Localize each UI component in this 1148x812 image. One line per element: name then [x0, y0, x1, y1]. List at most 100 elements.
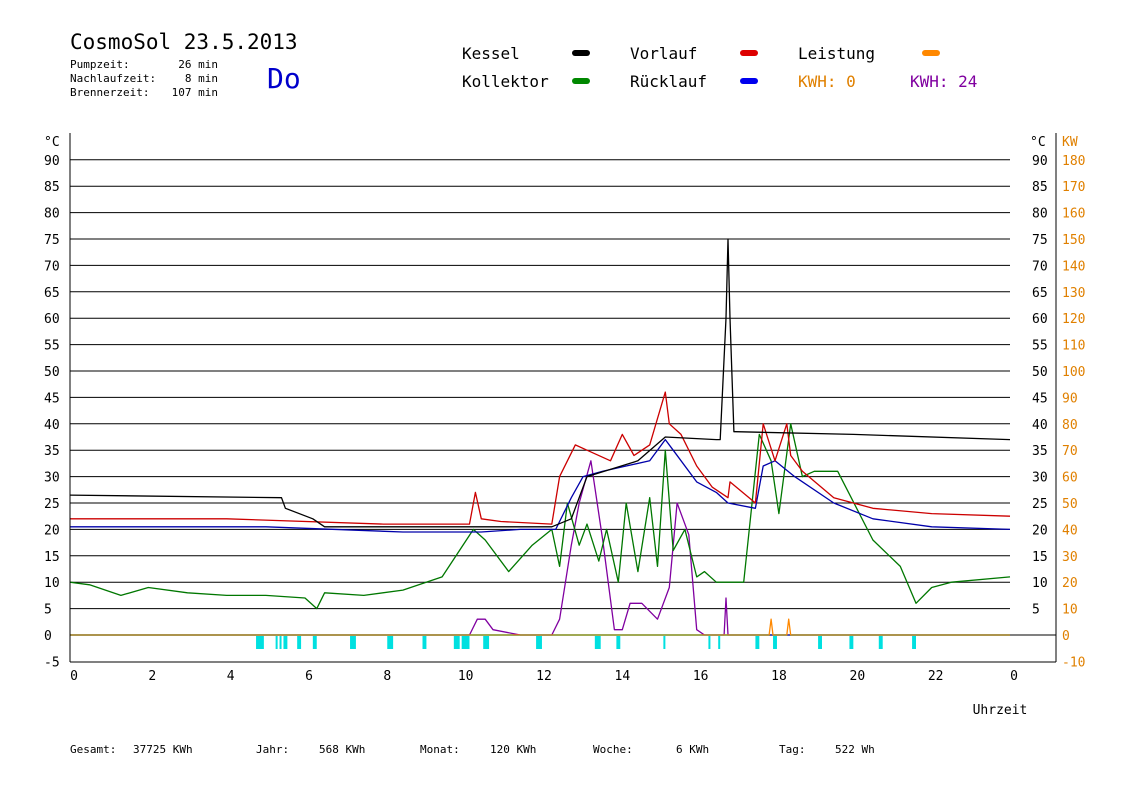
footer-tag-value: 522 Wh — [835, 743, 875, 756]
footer-woche-label: Woche: — [593, 743, 633, 756]
y-tick-right-kw-150: 150 — [1062, 233, 1085, 248]
footer-jahr-label: Jahr: — [256, 743, 290, 756]
series-vorlauf — [70, 391, 1011, 525]
y-tick-left-70: 70 — [44, 259, 60, 274]
y-tick-right-c-70: 70 — [1032, 259, 1048, 274]
pump-marker-2 — [279, 635, 282, 649]
y-tick-right-kw-80: 80 — [1062, 418, 1078, 433]
x-tick-3: 6 — [305, 669, 313, 684]
y-tick-right-kw-30: 30 — [1062, 550, 1078, 565]
pump-marker-0 — [256, 635, 264, 649]
y-tick-right-c-25: 25 — [1032, 497, 1048, 512]
nachlaufzeit-label: Nachlaufzeit: — [70, 72, 157, 85]
y-tick-right-c-15: 15 — [1032, 550, 1048, 565]
y-tick-left-10: 10 — [44, 576, 60, 591]
y-tick-right-c-80: 80 — [1032, 207, 1048, 222]
pump-marker-5 — [312, 635, 317, 649]
pumpzeit-label: Pumpzeit: — [70, 58, 130, 71]
y-axis-label-right-kw: KW — [1062, 135, 1078, 150]
y-tick-right-c-20: 20 — [1032, 523, 1048, 538]
y-tick-right-kw-130: 130 — [1062, 286, 1085, 301]
legend-vorlauf-swatch — [740, 50, 758, 56]
x-tick-10: 20 — [850, 669, 866, 684]
y-tick-right-c-45: 45 — [1032, 391, 1048, 406]
footer-monat-value: 120 KWh — [490, 743, 537, 756]
y-tick-left-35: 35 — [44, 444, 60, 459]
weekday-label: Do — [267, 62, 301, 95]
y-tick-left-40: 40 — [44, 418, 60, 433]
y-tick-right-c-40: 40 — [1032, 418, 1048, 433]
y-tick-left-50: 50 — [44, 365, 60, 380]
y-tick-right-kw-20: 20 — [1062, 576, 1078, 591]
y-tick-right-kw-50: 50 — [1062, 497, 1078, 512]
y-axis-label-left: °C — [44, 135, 60, 150]
pump-marker-9 — [453, 635, 460, 649]
legend-kessel-label: Kessel — [462, 44, 520, 63]
x-tick-2: 4 — [227, 669, 235, 684]
y-tick-right-c-5: 5 — [1032, 603, 1040, 618]
y-tick-left-5: 5 — [44, 603, 52, 618]
y-tick-right-kw-0: 0 — [1062, 629, 1070, 644]
y-tick-right-kw-140: 140 — [1062, 259, 1085, 274]
footer-jahr-value: 568 KWh — [319, 743, 366, 756]
pump-marker-15 — [663, 635, 666, 649]
footer-gesamt-label: Gesamt: — [70, 743, 117, 756]
x-tick-7: 14 — [615, 669, 631, 684]
footer-tag-label: Tag: — [779, 743, 806, 756]
pump-marker-4 — [297, 635, 302, 649]
chart-title: CosmoSol 23.5.2013 — [70, 30, 298, 54]
y-tick-left-30: 30 — [44, 471, 60, 486]
y-tick-left-15: 15 — [44, 550, 60, 565]
y-tick-left-85: 85 — [44, 180, 60, 195]
y-tick-left-25: 25 — [44, 497, 60, 512]
y-tick-right-c-50: 50 — [1032, 365, 1048, 380]
series-kessel — [69, 238, 1011, 528]
x-tick-11: 22 — [928, 669, 944, 684]
legend-leistung-label: Leistung — [798, 44, 876, 63]
y-tick-left-0: 0 — [44, 629, 52, 644]
pump-marker-16 — [708, 635, 711, 649]
pump-marker-7 — [387, 635, 394, 649]
x-tick-9: 18 — [771, 669, 787, 684]
pump-marker-17 — [718, 635, 721, 649]
pump-marker-13 — [594, 635, 601, 649]
y-tick-right-c-10: 10 — [1032, 576, 1048, 591]
footer-gesamt-value: 37725 KWh — [133, 743, 193, 756]
brennerzeit-value: 107 min — [171, 86, 218, 99]
y-tick-right-kw-10: 10 — [1062, 603, 1078, 618]
y-tick-right-kw-120: 120 — [1062, 312, 1085, 327]
y-tick-left-90: 90 — [44, 154, 60, 169]
pump-marker-20 — [818, 635, 822, 649]
x-tick-4: 8 — [383, 669, 391, 684]
pump-marker-14 — [616, 635, 621, 649]
legend-kessel-swatch — [572, 50, 590, 56]
y-tick-left--5: -5 — [44, 655, 60, 670]
y-tick-right-c-85: 85 — [1032, 180, 1048, 195]
pump-marker-6 — [350, 635, 356, 649]
y-tick-left-55: 55 — [44, 339, 60, 354]
y-tick-right-kw--10: -10 — [1062, 655, 1085, 670]
y-tick-left-80: 80 — [44, 207, 60, 222]
y-tick-left-20: 20 — [44, 523, 60, 538]
y-tick-right-c-60: 60 — [1032, 312, 1048, 327]
legend-kollektor-label: Kollektor — [462, 72, 549, 91]
footer-woche-value: 6 KWh — [676, 743, 710, 756]
x-tick-0: 0 — [70, 669, 78, 684]
pump-marker-3 — [283, 635, 288, 649]
pump-marker-10 — [461, 635, 470, 649]
legend-kwh-purple: KWH: 24 — [910, 72, 978, 91]
legend-vorlauf-label: Vorlauf — [630, 44, 698, 63]
y-tick-left-45: 45 — [44, 391, 60, 406]
y-axis-label-right-celsius: °C — [1030, 135, 1046, 150]
y-tick-right-kw-90: 90 — [1062, 391, 1078, 406]
y-tick-left-60: 60 — [44, 312, 60, 327]
legend-kollektor-swatch — [572, 78, 590, 84]
y-tick-left-65: 65 — [44, 286, 60, 301]
y-tick-right-c-65: 65 — [1032, 286, 1048, 301]
series-leistung — [70, 618, 1010, 636]
pumpzeit-value: 26 min — [178, 58, 218, 71]
y-tick-right-kw-110: 110 — [1062, 339, 1085, 354]
series-kollektor — [69, 423, 1011, 610]
pump-marker-19 — [773, 635, 777, 649]
x-tick-8: 16 — [693, 669, 709, 684]
